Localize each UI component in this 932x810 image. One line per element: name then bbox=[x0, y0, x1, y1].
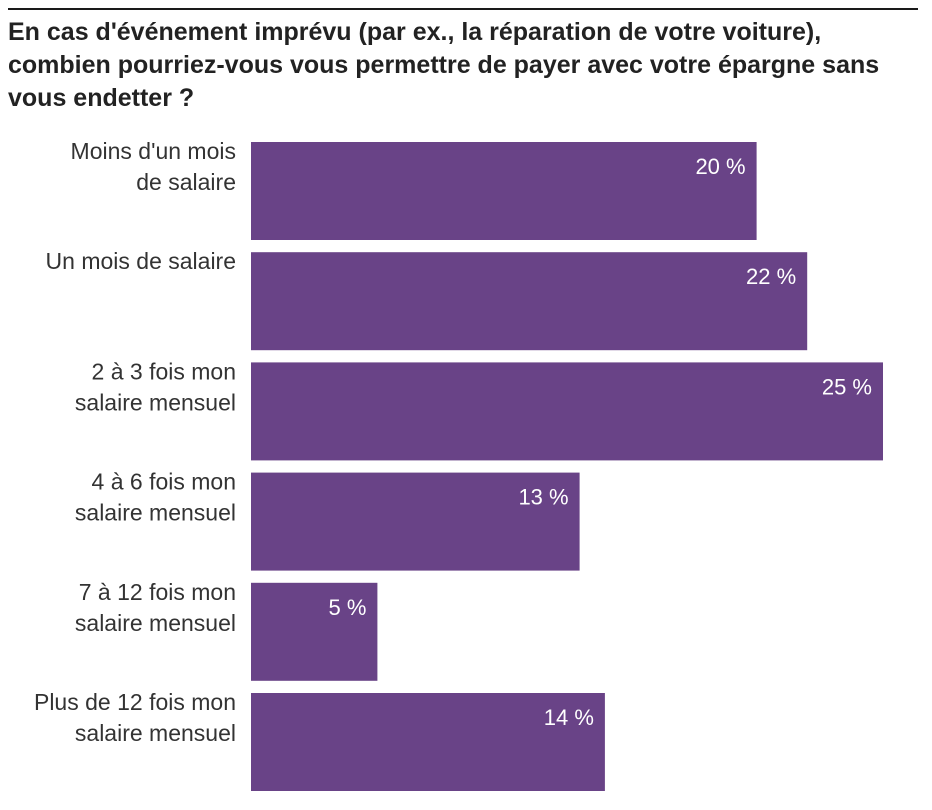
category-label-3-line-1: 2 à 3 fois mon bbox=[92, 358, 236, 384]
bar-4 bbox=[251, 472, 580, 571]
category-label-5-line-2: salaire mensuel bbox=[75, 610, 236, 636]
category-label-1-line-2: de salaire bbox=[136, 169, 236, 195]
value-label-6: 14 % bbox=[544, 705, 594, 730]
top-rule bbox=[8, 8, 918, 10]
category-label-4-line-1: 4 à 6 fois mon bbox=[92, 469, 236, 495]
category-label-6-line-2: salaire mensuel bbox=[75, 720, 236, 746]
value-label-3: 25 % bbox=[822, 374, 872, 399]
value-label-5: 5 % bbox=[328, 595, 366, 620]
bar-3 bbox=[251, 362, 883, 461]
category-label-6-line-1: Plus de 12 fois mon bbox=[34, 689, 236, 715]
bar-1 bbox=[251, 142, 757, 240]
category-label-1-line-1: Moins d'un mois bbox=[71, 138, 236, 164]
value-label-1: 20 % bbox=[695, 154, 745, 179]
bar-6 bbox=[251, 693, 605, 791]
category-label-5-line-1: 7 à 12 fois mon bbox=[79, 579, 236, 605]
value-label-2: 22 % bbox=[746, 264, 796, 289]
chart-title: En cas d'événement imprévu (par ex., la … bbox=[8, 18, 880, 112]
category-label-2-line-1: Un mois de salaire bbox=[46, 248, 236, 274]
category-label-3-line-2: salaire mensuel bbox=[75, 389, 236, 415]
category-label-4-line-2: salaire mensuel bbox=[75, 500, 236, 526]
bar-5 bbox=[251, 582, 378, 681]
bar-2 bbox=[251, 252, 808, 351]
value-label-4: 13 % bbox=[518, 485, 568, 510]
